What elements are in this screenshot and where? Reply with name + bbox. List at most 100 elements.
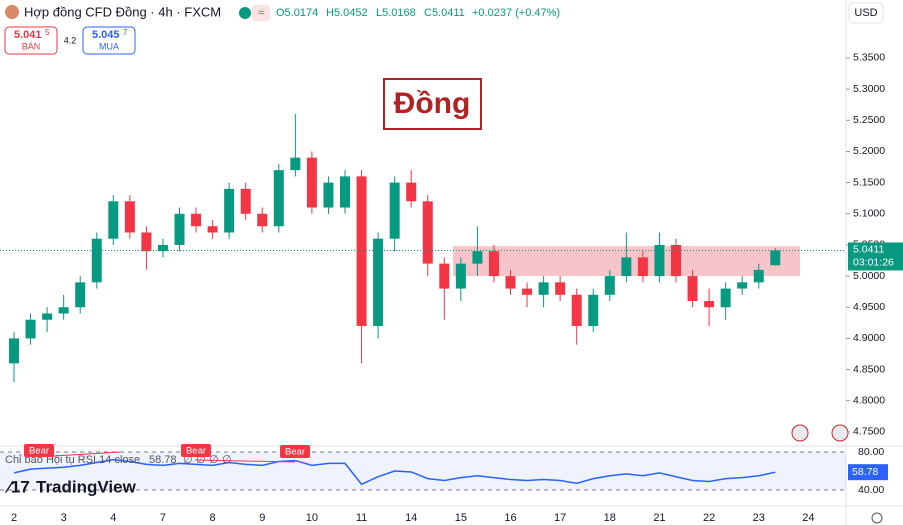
indicator-value: ∅ (183, 454, 193, 466)
ohlc-open: O5.0174 (276, 7, 318, 19)
candle-body (522, 288, 533, 295)
y-tick-label: 5.2000 (853, 145, 885, 157)
bear-tag (280, 445, 310, 458)
y-tick-label: 4.9000 (853, 332, 885, 344)
candle-body (555, 282, 566, 295)
x-tick-label: 10 (306, 512, 318, 524)
bear-tag (181, 444, 211, 457)
x-tick-label: 15 (455, 512, 467, 524)
ohlc-low: L5.0168 (376, 7, 416, 19)
candle-body (257, 213, 268, 227)
brand: TradingView (36, 477, 137, 496)
x-tick-label: 14 (405, 512, 417, 524)
candle-body (25, 319, 36, 339)
change: +0.0237 (+0.47%) (472, 7, 560, 19)
rsi-band (0, 452, 846, 491)
candle-body (538, 282, 549, 295)
candle-body (58, 307, 69, 314)
candle-body (290, 157, 301, 171)
candle-body (9, 338, 19, 364)
symbol-icon (5, 5, 19, 19)
x-tick-label: 7 (160, 512, 166, 524)
candle-body (406, 182, 417, 202)
status-dot (239, 7, 251, 19)
y-tick-label: 4.8000 (853, 395, 885, 407)
settings-icon[interactable] (871, 512, 883, 524)
divergence-line (194, 459, 296, 463)
buy-label: MUA (99, 41, 119, 51)
sell-label: BÁN (22, 41, 41, 51)
y-tick-label: 5.2500 (853, 114, 885, 126)
watermark: Đồng (394, 87, 471, 120)
candle-body (637, 257, 648, 277)
x-tick-label: 11 (356, 512, 367, 524)
x-tick-label: 2 (11, 512, 17, 524)
spread: 4.2 (64, 35, 77, 45)
x-tick-label: 4 (110, 512, 116, 524)
watermark-box (383, 78, 482, 130)
x-tick-label: 23 (753, 512, 765, 524)
candle-body (157, 244, 168, 252)
y-tick-label: 5.0000 (853, 270, 885, 282)
candle-body (488, 251, 499, 277)
sell-price: 5.041 (14, 29, 42, 41)
x-tick-label: 21 (653, 512, 665, 524)
tv-logo-mark: ⁄17 (4, 477, 30, 496)
candle-body (687, 276, 698, 302)
event-icon[interactable] (831, 424, 849, 442)
event-icon[interactable] (791, 424, 809, 442)
x-tick-label: 8 (210, 512, 216, 524)
sell-button[interactable] (4, 26, 58, 55)
candle-body (207, 226, 218, 233)
y-tick-label: 5.1000 (853, 208, 885, 220)
x-tick-label: 17 (554, 512, 566, 524)
candle-body (439, 263, 450, 289)
rsi-last-box (848, 464, 888, 481)
bear-label: Bear (29, 446, 49, 457)
candle-body (472, 251, 483, 264)
buy-price: 5.045 (92, 29, 120, 41)
candle-body (604, 276, 615, 295)
candle-body (356, 176, 367, 326)
currency: USD (854, 7, 877, 19)
y-tick-label: 5.1500 (853, 176, 885, 188)
candle-body (224, 188, 235, 233)
last-price-box (848, 242, 903, 271)
last-price-label: 5.0411 (853, 243, 884, 255)
sell-pip: 5 (45, 28, 50, 37)
candle-body (191, 213, 202, 227)
currency-button[interactable] (848, 2, 884, 24)
candle-body (306, 157, 317, 208)
y-tick-label: 80.00 (858, 446, 884, 458)
candle-body (654, 244, 665, 277)
candle-body (389, 182, 400, 239)
candle-body (422, 201, 433, 264)
bear-label: Bear (285, 447, 305, 458)
candle-body (737, 282, 748, 289)
candle-body (753, 269, 764, 283)
candle-body (505, 276, 516, 289)
x-tick-label: 3 (61, 512, 67, 524)
candle-body (455, 263, 466, 289)
candle-body (108, 201, 119, 239)
bear-label: Bear (186, 446, 206, 457)
candle-body (323, 182, 334, 208)
replay-button[interactable] (252, 5, 270, 21)
y-tick-label: 4.7500 (853, 426, 885, 438)
x-tick-label: 24 (802, 512, 814, 524)
candle-body (340, 176, 350, 208)
x-tick-label: 16 (504, 512, 516, 524)
candle-body (571, 294, 582, 326)
replay-icon: ≈ (258, 7, 264, 19)
buy-button[interactable] (82, 26, 136, 55)
candle-body (671, 244, 681, 277)
x-tick-label: 22 (703, 512, 715, 524)
rsi-line (13, 458, 776, 486)
bear-tag (24, 444, 54, 457)
candle-body (124, 201, 135, 233)
y-tick-label: 4.8500 (853, 363, 885, 375)
candle-body (273, 170, 284, 227)
symbol-title: Hợp đồng CFD Đồng · 4h · FXCM (24, 4, 221, 19)
